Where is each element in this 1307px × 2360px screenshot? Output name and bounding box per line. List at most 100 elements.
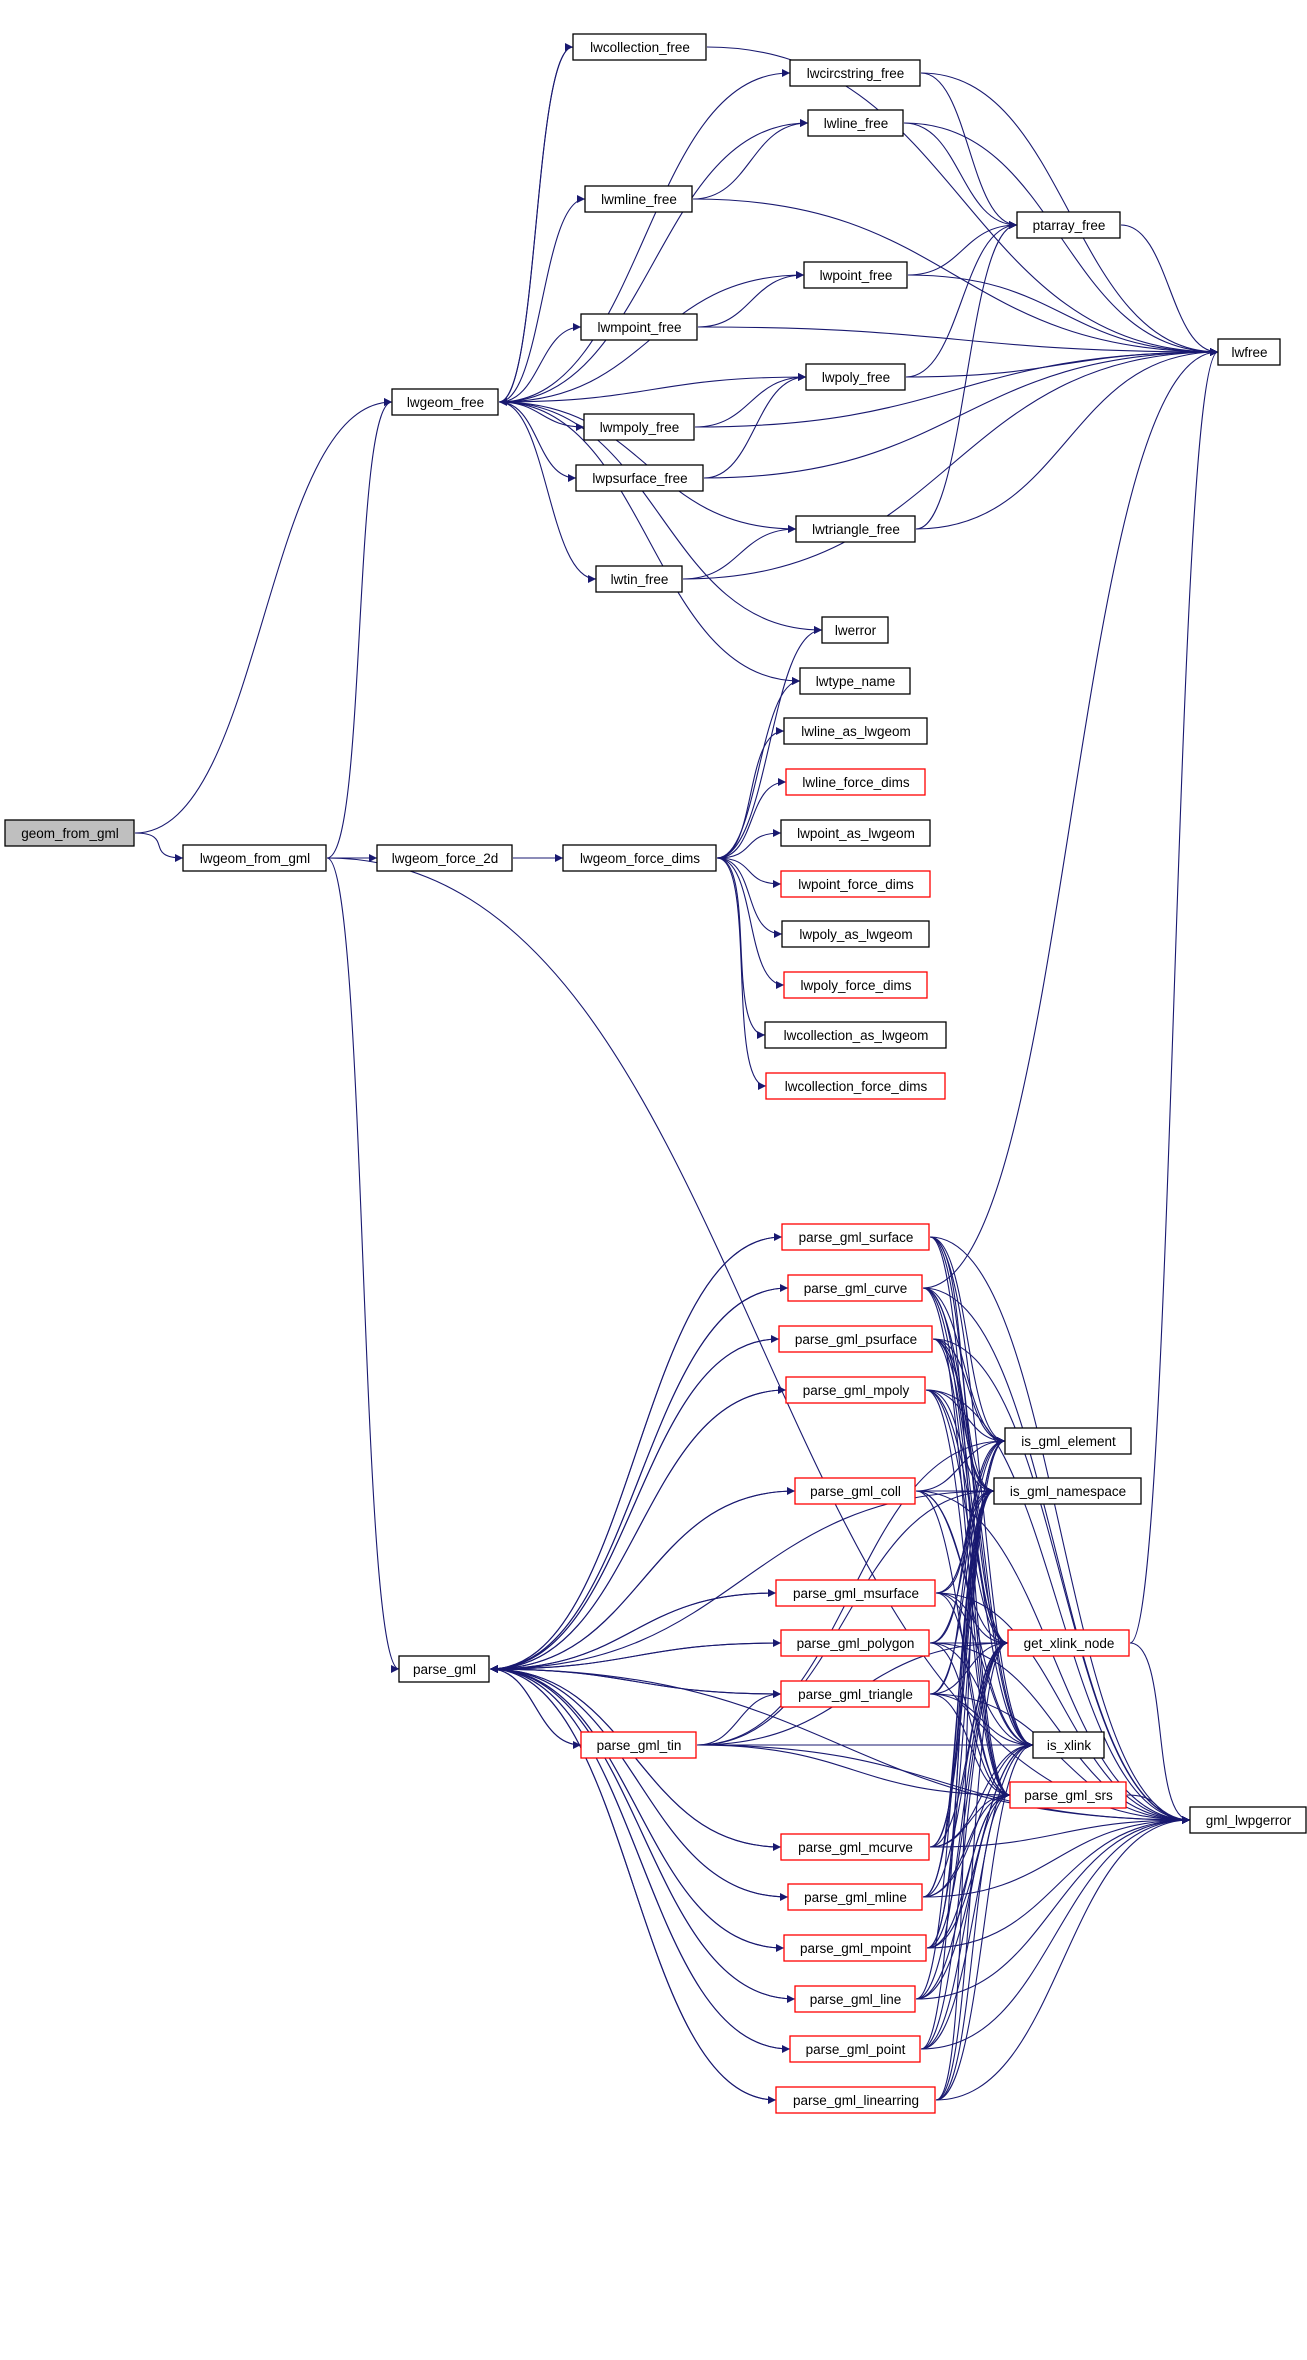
- edge-parse_gml_triangle-to-is_xlink: [929, 1693, 1034, 1749]
- node-label: lwtin_free: [611, 572, 669, 587]
- node-parse_gml_surface[interactable]: parse_gml_surface: [781, 1223, 930, 1251]
- node-lwpoint_force_dims[interactable]: lwpoint_force_dims: [780, 870, 931, 898]
- edge-lwpsurface_free-to-lwfree: [703, 348, 1219, 479]
- node-label: lwpoint_as_lwgeom: [797, 826, 915, 841]
- edges-layer: [134, 43, 1219, 2104]
- node-lwtype_name[interactable]: lwtype_name: [799, 667, 911, 695]
- node-box: [781, 1223, 930, 1251]
- node-lwtin_free[interactable]: lwtin_free: [595, 565, 683, 593]
- edge-parse_gml_tin-to-parse_gml: [489, 1665, 582, 1746]
- edge-parse_gml_psurface-to-gml_lwpgerror: [932, 1338, 1191, 1824]
- node-lwgeom_free[interactable]: lwgeom_free: [391, 388, 499, 416]
- edge-parse_gml_coll-to-parse_gml: [489, 1490, 796, 1673]
- node-parse_gml_srs[interactable]: parse_gml_srs: [1009, 1781, 1127, 1809]
- node-lwcollection_force_dims[interactable]: lwcollection_force_dims: [765, 1072, 946, 1100]
- edge-lwgeom_free-to-lwcircstring_free: [498, 69, 791, 403]
- edge-lwgeom_free-to-lwtin_free: [498, 401, 597, 583]
- node-parse_gml_msurface[interactable]: parse_gml_msurface: [775, 1579, 936, 1607]
- edge-lwgeom_force_dims-to-lwpoint_as_lwgeom: [716, 829, 782, 859]
- edge-parse_gml_curve-to-get_xlink_node: [922, 1287, 1009, 1647]
- node-box: [780, 1680, 930, 1708]
- node-lwtriangle_free[interactable]: lwtriangle_free: [795, 515, 916, 543]
- node-gml_lwpgerror[interactable]: gml_lwpgerror: [1189, 1806, 1307, 1834]
- node-lwmpoly_free[interactable]: lwmpoly_free: [583, 413, 695, 441]
- node-parse_gml_mcurve[interactable]: parse_gml_mcurve: [780, 1833, 930, 1861]
- edge-parse_gml_line-to-parse_gml_srs: [915, 1791, 1011, 2000]
- edge-parse_gml_mpoint-to-gml_lwpgerror: [926, 1816, 1191, 1949]
- edge-lwmpoly_free-to-lwpoly_free: [694, 373, 807, 428]
- node-label: lwpoly_force_dims: [800, 978, 911, 993]
- node-lwmpoint_free[interactable]: lwmpoint_free: [580, 313, 698, 341]
- node-lwcollection_free[interactable]: lwcollection_free: [572, 33, 707, 61]
- node-parse_gml_mline[interactable]: parse_gml_mline: [787, 1883, 923, 1911]
- edge-lwgeom_free-to-lwmpoint_free: [498, 323, 582, 403]
- edge-parse_gml_point-to-get_xlink_node: [920, 1639, 1009, 2050]
- node-parse_gml_polygon[interactable]: parse_gml_polygon: [780, 1629, 930, 1657]
- edge-lwcircstring_free-to-ptarray_free: [920, 72, 1018, 229]
- node-box: [764, 1021, 947, 1049]
- node-lwpoly_as_lwgeom[interactable]: lwpoly_as_lwgeom: [781, 920, 930, 948]
- node-box: [780, 819, 931, 847]
- node-parse_gml_linearring[interactable]: parse_gml_linearring: [775, 2086, 936, 2114]
- node-box: [795, 515, 916, 543]
- node-label: parse_gml_mline: [804, 1890, 907, 1905]
- node-lwcircstring_free[interactable]: lwcircstring_free: [789, 59, 921, 87]
- edge-lwgeom_force_dims-to-lwcollection_as_lwgeom: [716, 857, 766, 1039]
- node-lwfree[interactable]: lwfree: [1217, 338, 1281, 366]
- node-label: lwpsurface_free: [592, 471, 687, 486]
- edge-parse_gml_triangle-to-is_gml_namespace: [929, 1487, 995, 1695]
- node-lwpsurface_free[interactable]: lwpsurface_free: [575, 464, 704, 492]
- node-box: [803, 261, 908, 289]
- node-parse_gml_curve[interactable]: parse_gml_curve: [787, 1274, 923, 1302]
- node-parse_gml_mpoint[interactable]: parse_gml_mpoint: [783, 1934, 927, 1962]
- node-parse_gml_mpoly[interactable]: parse_gml_mpoly: [785, 1376, 926, 1404]
- node-parse_gml_line[interactable]: parse_gml_line: [794, 1985, 916, 2013]
- edge-parse_gml_line-to-gml_lwpgerror: [915, 1816, 1191, 2000]
- edge-lwtriangle_free-to-ptarray_free: [915, 221, 1018, 530]
- node-lwgeom_force_2d[interactable]: lwgeom_force_2d: [376, 844, 513, 872]
- node-lwpoly_free[interactable]: lwpoly_free: [805, 363, 906, 391]
- edge-lwgeom_force_dims-to-lwcollection_force_dims: [716, 857, 767, 1090]
- edge-parse_gml_mpoint-to-get_xlink_node: [926, 1639, 1009, 1949]
- node-lwmline_free[interactable]: lwmline_free: [584, 185, 693, 213]
- edge-parse_gml_curve-to-is_gml_namespace: [922, 1287, 995, 1495]
- node-lwgeom_from_gml[interactable]: lwgeom_from_gml: [182, 844, 327, 872]
- node-box: [376, 844, 513, 872]
- node-box: [787, 1883, 923, 1911]
- node-parse_gml[interactable]: parse_gml: [398, 1655, 490, 1683]
- edge-lwpoint_free-to-ptarray_free: [907, 221, 1018, 276]
- node-parse_gml_tin[interactable]: parse_gml_tin: [580, 1731, 697, 1759]
- node-box: [775, 2086, 936, 2114]
- node-parse_gml_psurface[interactable]: parse_gml_psurface: [778, 1325, 933, 1353]
- edge-lwpsurface_free-to-lwpoly_free: [703, 373, 807, 479]
- edge-parse_gml_mpoly-to-is_gml_element: [925, 1389, 1006, 1445]
- node-lwcollection_as_lwgeom[interactable]: lwcollection_as_lwgeom: [764, 1021, 947, 1049]
- node-lwline_as_lwgeom[interactable]: lwline_as_lwgeom: [783, 717, 928, 745]
- node-is_gml_namespace[interactable]: is_gml_namespace: [993, 1477, 1142, 1505]
- node-box: [595, 565, 683, 593]
- node-is_gml_element[interactable]: is_gml_element: [1004, 1427, 1132, 1455]
- node-get_xlink_node[interactable]: get_xlink_node: [1007, 1629, 1130, 1657]
- node-box: [789, 59, 921, 87]
- edge-parse_gml_polygon-to-is_gml_namespace: [929, 1487, 995, 1644]
- node-box: [785, 768, 926, 796]
- node-parse_gml_coll[interactable]: parse_gml_coll: [794, 1477, 916, 1505]
- node-lwline_free[interactable]: lwline_free: [807, 109, 904, 137]
- edge-parse_gml_point-to-is_xlink: [920, 1741, 1034, 2050]
- node-lwpoly_force_dims[interactable]: lwpoly_force_dims: [783, 971, 928, 999]
- node-lwerror[interactable]: lwerror: [821, 616, 889, 644]
- node-parse_gml_triangle[interactable]: parse_gml_triangle: [780, 1680, 930, 1708]
- node-geom_from_gml[interactable]: geom_from_gml: [4, 819, 135, 847]
- node-ptarray_free[interactable]: ptarray_free: [1016, 211, 1121, 239]
- edge-parse_gml_mpoly-to-is_xlink: [925, 1389, 1034, 1749]
- node-is_xlink[interactable]: is_xlink: [1032, 1731, 1105, 1759]
- node-lwpoint_as_lwgeom[interactable]: lwpoint_as_lwgeom: [780, 819, 931, 847]
- node-lwline_force_dims[interactable]: lwline_force_dims: [785, 768, 926, 796]
- node-box: [805, 363, 906, 391]
- node-lwpoint_free[interactable]: lwpoint_free: [803, 261, 908, 289]
- node-label: lwpoly_free: [822, 370, 890, 385]
- nodes-layer: geom_from_gml lwgeom_from_gml lwgeom_force…: [4, 33, 1307, 2114]
- node-lwgeom_force_dims[interactable]: lwgeom_force_dims: [562, 844, 717, 872]
- edge-parse_gml_msurface-to-is_xlink: [935, 1592, 1034, 1749]
- node-parse_gml_point[interactable]: parse_gml_point: [789, 2035, 921, 2063]
